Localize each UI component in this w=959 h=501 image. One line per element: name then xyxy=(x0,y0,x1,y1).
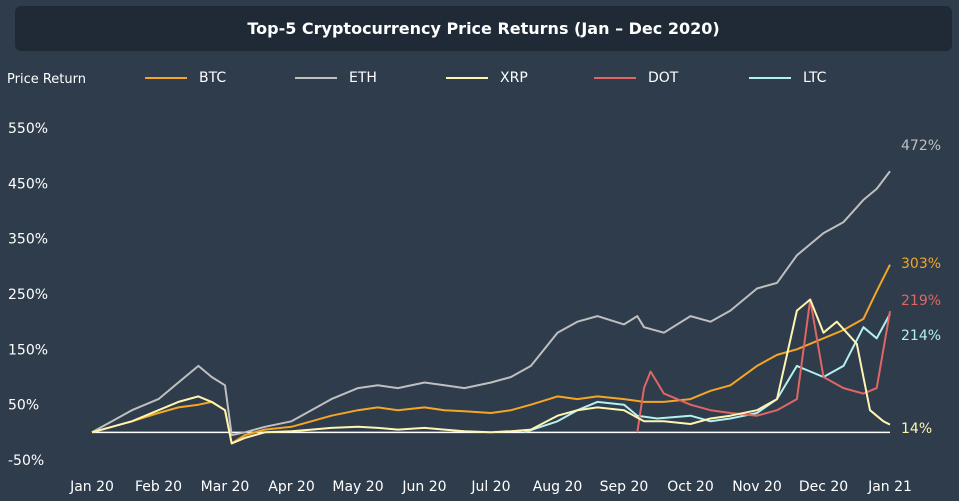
chart-title: Top-5 Cryptocurrency Price Returns (Jan … xyxy=(247,19,720,38)
legend-swatch xyxy=(446,77,488,79)
y-tick-label: 550% xyxy=(8,121,48,137)
y-tick-label: -50% xyxy=(8,453,44,469)
legend-swatch xyxy=(594,77,636,79)
y-tick-label: 150% xyxy=(8,342,48,358)
x-tick-label: Feb 20 xyxy=(135,479,182,495)
legend-label: LTC xyxy=(803,70,827,86)
x-tick-label: Mar 20 xyxy=(201,479,250,495)
x-tick-label: Jan 20 xyxy=(69,479,114,495)
x-tick-label: Sep 20 xyxy=(600,479,649,495)
x-tick-label: May 20 xyxy=(332,479,383,495)
end-label-btc: 303% xyxy=(901,256,941,272)
y-tick-label: 450% xyxy=(8,176,48,192)
series-line-btc xyxy=(91,264,891,445)
legend-item-eth: ETH xyxy=(295,70,377,86)
chart-title-bar: Top-5 Cryptocurrency Price Returns (Jan … xyxy=(15,6,952,51)
series-line-xrp xyxy=(91,298,891,445)
legend-swatch xyxy=(749,77,791,79)
legend-label: BTC xyxy=(199,70,227,86)
y-axis-label: Price Return xyxy=(7,72,86,87)
y-tick-label: 250% xyxy=(8,287,48,303)
end-label-ltc: 214% xyxy=(901,328,941,344)
series-line-ltc xyxy=(523,313,891,434)
x-tick-label: Jun 20 xyxy=(401,479,446,495)
x-tick-label: Jul 20 xyxy=(470,479,510,495)
end-label-eth: 472% xyxy=(901,138,941,154)
legend-swatch xyxy=(145,77,187,79)
x-tick-label: Oct 20 xyxy=(667,479,713,495)
legend-item-ltc: LTC xyxy=(749,70,826,86)
legend-label: XRP xyxy=(500,70,528,86)
x-tick-label: Jan 21 xyxy=(867,479,912,495)
legend-item-btc: BTC xyxy=(145,70,226,86)
x-tick-label: Nov 20 xyxy=(732,479,782,495)
end-label-xrp: 14% xyxy=(901,421,932,437)
legend-item-xrp: XRP xyxy=(446,70,528,86)
legend: BTC ETH XRP DOT LTC xyxy=(0,70,959,90)
y-tick-label: 50% xyxy=(8,398,39,414)
legend-label: ETH xyxy=(349,70,377,86)
x-tick-label: Dec 20 xyxy=(799,479,848,495)
x-tick-label: Aug 20 xyxy=(533,479,583,495)
series-line-eth xyxy=(91,170,891,437)
y-tick-label: 350% xyxy=(8,232,48,248)
legend-item-dot: DOT xyxy=(594,70,678,86)
legend-swatch xyxy=(295,77,337,79)
legend-label: DOT xyxy=(648,70,679,86)
series-line-dot xyxy=(636,298,891,433)
end-label-dot: 219% xyxy=(901,293,941,309)
x-tick-label: Apr 20 xyxy=(268,479,314,495)
